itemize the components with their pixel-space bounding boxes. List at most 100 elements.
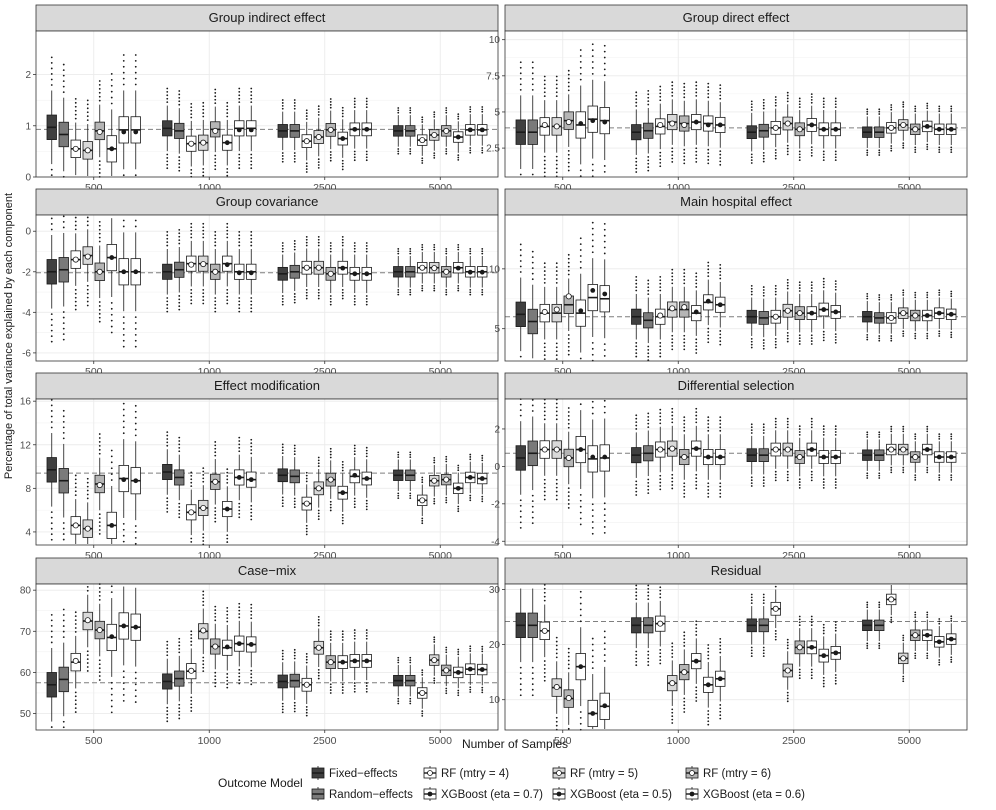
- mean-marker: [236, 127, 242, 133]
- outlier-point: [74, 707, 77, 710]
- outlier-point: [635, 105, 638, 107]
- outlier-point: [671, 645, 674, 648]
- box: [806, 281, 817, 345]
- outlier-point: [822, 632, 825, 635]
- outlier-point: [719, 651, 722, 654]
- outlier-point: [341, 115, 344, 118]
- outlier-point: [134, 416, 137, 419]
- outlier-point: [50, 527, 53, 530]
- outlier-point: [317, 671, 320, 674]
- outlier-point: [353, 153, 356, 156]
- outlier-point: [810, 473, 813, 476]
- outlier-point: [659, 161, 662, 164]
- outlier-point: [445, 152, 448, 155]
- outlier-point: [469, 250, 472, 253]
- outlier-point: [695, 154, 698, 156]
- outlier-point: [421, 248, 424, 251]
- legend-item: Random−effects: [311, 787, 413, 801]
- outlier-point: [890, 616, 893, 619]
- box: [82, 216, 93, 307]
- outlier-point: [166, 241, 169, 244]
- outlier-point: [166, 706, 169, 709]
- outlier-point: [659, 289, 662, 292]
- outlier-point: [591, 49, 594, 52]
- outlier-point: [226, 541, 229, 543]
- outlier-point: [250, 438, 253, 441]
- outlier-point: [531, 666, 534, 669]
- outlier-point: [190, 109, 193, 112]
- outlier-point: [281, 452, 284, 455]
- outlier-point: [603, 630, 606, 633]
- mean-marker: [912, 126, 919, 133]
- outlier-point: [695, 161, 698, 163]
- box: [246, 603, 257, 686]
- outlier-point: [166, 431, 169, 434]
- box: [862, 292, 873, 341]
- outlier-point: [281, 157, 284, 160]
- box: [186, 471, 197, 543]
- outlier-point: [481, 645, 484, 648]
- outlier-point: [190, 295, 193, 298]
- outlier-point: [457, 287, 460, 290]
- outlier-point: [750, 100, 753, 103]
- outlier-point: [50, 636, 53, 638]
- outlier-point: [190, 637, 193, 640]
- outlier-point: [250, 669, 253, 672]
- outlier-point: [707, 713, 710, 716]
- outlier-point: [591, 509, 594, 512]
- outlier-point: [707, 650, 710, 653]
- outlier-point: [719, 343, 722, 346]
- outlier-point: [433, 246, 436, 249]
- outlier-point: [74, 300, 77, 303]
- outlier-point: [890, 108, 893, 111]
- outlier-point: [481, 252, 484, 255]
- box: [667, 407, 678, 490]
- outlier-point: [938, 661, 941, 664]
- mean-marker: [109, 146, 115, 152]
- outlier-point: [317, 105, 320, 108]
- outlier-point: [281, 160, 284, 163]
- mean-marker: [553, 123, 560, 130]
- box: [405, 248, 416, 296]
- outlier-point: [166, 507, 169, 510]
- outlier-point: [603, 399, 606, 402]
- outlier-point: [190, 172, 193, 175]
- outlier-point: [774, 290, 777, 293]
- outlier-point: [214, 241, 217, 244]
- outlier-point: [86, 103, 89, 106]
- outlier-point: [317, 462, 320, 465]
- outlier-point: [683, 634, 686, 637]
- outlier-point: [238, 613, 241, 615]
- outlier-point: [567, 651, 570, 654]
- outlier-point: [707, 334, 710, 337]
- outlier-point: [683, 334, 686, 337]
- outlier-point: [305, 655, 308, 658]
- outlier-point: [365, 303, 368, 306]
- outlier-point: [250, 613, 253, 616]
- outlier-point: [926, 335, 929, 337]
- box: [527, 588, 538, 697]
- outlier-point: [926, 616, 929, 619]
- outlier-point: [178, 235, 181, 238]
- box: [246, 87, 257, 170]
- mean-marker: [121, 269, 127, 275]
- outlier-point: [810, 420, 813, 423]
- outlier-point: [62, 636, 65, 639]
- box: [770, 96, 781, 160]
- outlier-point: [202, 101, 205, 104]
- outlier-point: [834, 674, 837, 676]
- mean-marker: [431, 265, 438, 272]
- y-tick-label: 20: [489, 640, 501, 651]
- outlier-point: [926, 294, 929, 296]
- outlier-point: [457, 289, 460, 292]
- outlier-point: [555, 716, 558, 719]
- outlier-point: [353, 242, 356, 244]
- mean-marker: [327, 126, 334, 133]
- outlier-point: [603, 502, 606, 505]
- outlier-point: [591, 515, 594, 517]
- mean-marker: [212, 268, 219, 275]
- outlier-point: [365, 499, 368, 502]
- outlier-point: [707, 429, 710, 432]
- box: [405, 656, 416, 705]
- outlier-point: [250, 87, 253, 90]
